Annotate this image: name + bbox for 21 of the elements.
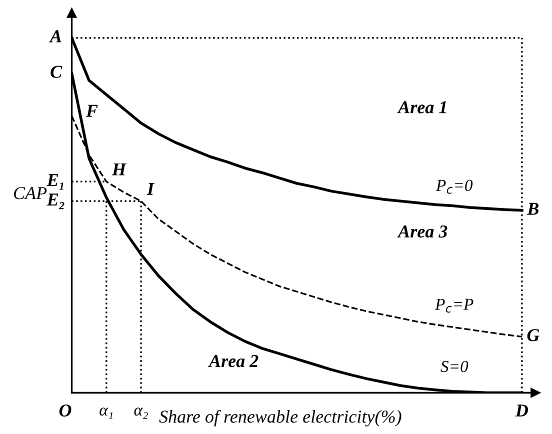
annotation: B [527,202,539,215]
annotation: Area 1 [397,101,446,114]
annotation: Area 3 [397,225,448,238]
text: A [49,30,62,42]
annotation: G [527,329,540,342]
x-tick-label: α₂ [134,408,148,419]
annotation: P$_{c}$=P [434,298,474,313]
x-tick-label: O [59,404,72,417]
x-axis-title: Share of renewable electricity(%) [159,410,402,426]
x-tick-label: α₁ [100,408,113,419]
y-axis-title: CAP [14,187,47,200]
annotation: F [86,104,98,117]
annotation: H [112,163,127,176]
text: C [50,66,62,78]
annotation: P$_{c}$=0 [436,180,473,194]
text: E₂ [46,194,64,210]
annotation: I [146,182,155,195]
x-tick-label: D [515,404,528,416]
annotation: S=0 [440,360,468,372]
annotation: Area 2 [208,354,258,368]
text: E₁ [46,174,64,190]
